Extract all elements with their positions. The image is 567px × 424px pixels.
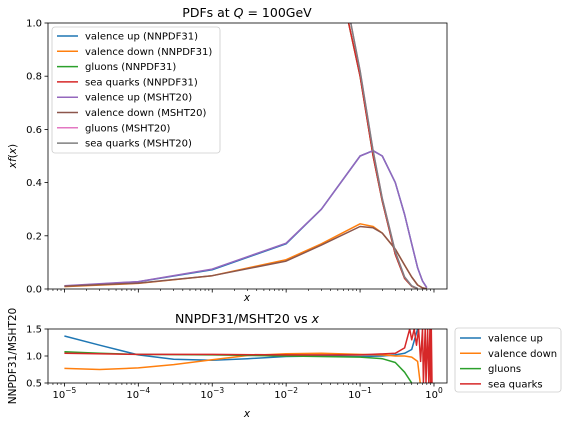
top-y-tick-label: 0.2 bbox=[26, 231, 42, 242]
bottom-legend-box bbox=[454, 327, 562, 393]
bottom-y-axis-label: NNPDF31/MSHT20 bbox=[7, 308, 19, 404]
top-x-ticks bbox=[47, 289, 435, 293]
top-y-tick-label: 0.6 bbox=[26, 125, 42, 136]
bot-series-line-3 bbox=[64, 329, 433, 383]
top-series-line-7 bbox=[350, 23, 418, 289]
top-y-ticks: 0.0 0.2 0.4 0.6 0.8 1.0 bbox=[26, 19, 48, 296]
bottom-legend: valence up valence down gluons sea quarks bbox=[454, 327, 562, 393]
top-series-line-5 bbox=[64, 225, 427, 289]
bottom-x-axis-label: x bbox=[243, 408, 251, 420]
top-panel: PDFs at Q = 100GeV 0.0 0.2 0.4 0.6 0.8 1.0 xf… bbox=[7, 5, 448, 304]
bottom-series-group bbox=[64, 329, 433, 383]
bot-x-tick-label: 10−5 bbox=[52, 386, 76, 401]
top-series-line-1 bbox=[64, 223, 427, 289]
top-y-tick-label: 0.8 bbox=[26, 72, 42, 83]
top-legend-label: gluons (MSHT20) bbox=[85, 123, 171, 134]
top-legend-label: sea quarks (NNPDF31) bbox=[85, 77, 198, 88]
top-legend-label: gluons (NNPDF31) bbox=[85, 62, 176, 73]
top-legend-label: valence down (MSHT20) bbox=[85, 108, 207, 119]
top-y-tick-label: 0.0 bbox=[26, 285, 42, 296]
top-legend-label: valence up (NNPDF31) bbox=[85, 32, 198, 43]
bot-y-tick-label: 1.0 bbox=[26, 352, 42, 363]
bottom-legend-label: sea quarks bbox=[488, 379, 543, 390]
top-y-tick-label: 0.4 bbox=[26, 178, 42, 189]
bottom-x-ticks: 10−5 10−4 10−3 10−2 10−1 100 bbox=[47, 383, 443, 401]
bot-x-tick-label: 100 bbox=[425, 386, 443, 401]
top-legend-label: valence down (NNPDF31) bbox=[85, 47, 212, 58]
top-x-axis-label: x bbox=[243, 292, 251, 304]
bottom-legend-label: gluons bbox=[488, 364, 521, 375]
top-series-group bbox=[64, 23, 428, 289]
bot-x-tick-label: 10−4 bbox=[126, 386, 150, 401]
top-y-axis-label: xf(x) bbox=[7, 144, 19, 169]
bottom-chart-title: NNPDF31/MSHT20 vs x bbox=[175, 311, 320, 326]
top-legend: valence up (NNPDF31) valence down (NNPDF3… bbox=[51, 26, 221, 154]
top-series-line-0 bbox=[64, 149, 428, 289]
bot-x-tick-label: 10−2 bbox=[274, 386, 298, 401]
top-series-line-4 bbox=[64, 149, 428, 289]
top-legend-label: sea quarks (MSHT20) bbox=[85, 139, 192, 150]
bot-y-tick-label: 1.5 bbox=[26, 325, 42, 336]
bottom-legend-label: valence down bbox=[488, 349, 557, 360]
bot-x-tick-label: 10−3 bbox=[200, 386, 224, 401]
bot-series-line-1 bbox=[64, 352, 421, 383]
bottom-y-ticks: 0.5 1.0 1.5 bbox=[26, 325, 48, 390]
top-chart-title: PDFs at Q = 100GeV bbox=[182, 5, 312, 20]
bottom-panel: NNPDF31/MSHT20 vs x 0.51.01.5 10−5 10−4 10… bbox=[7, 308, 562, 420]
top-y-tick-label: 1.0 bbox=[26, 19, 42, 30]
bottom-legend-label: valence up bbox=[488, 334, 543, 345]
bot-y-tick-label: 0.5 bbox=[26, 379, 42, 390]
bot-x-tick-label: 10−1 bbox=[348, 386, 372, 401]
top-legend-box bbox=[51, 26, 221, 154]
top-legend-label: valence up (MSHT20) bbox=[85, 93, 192, 104]
